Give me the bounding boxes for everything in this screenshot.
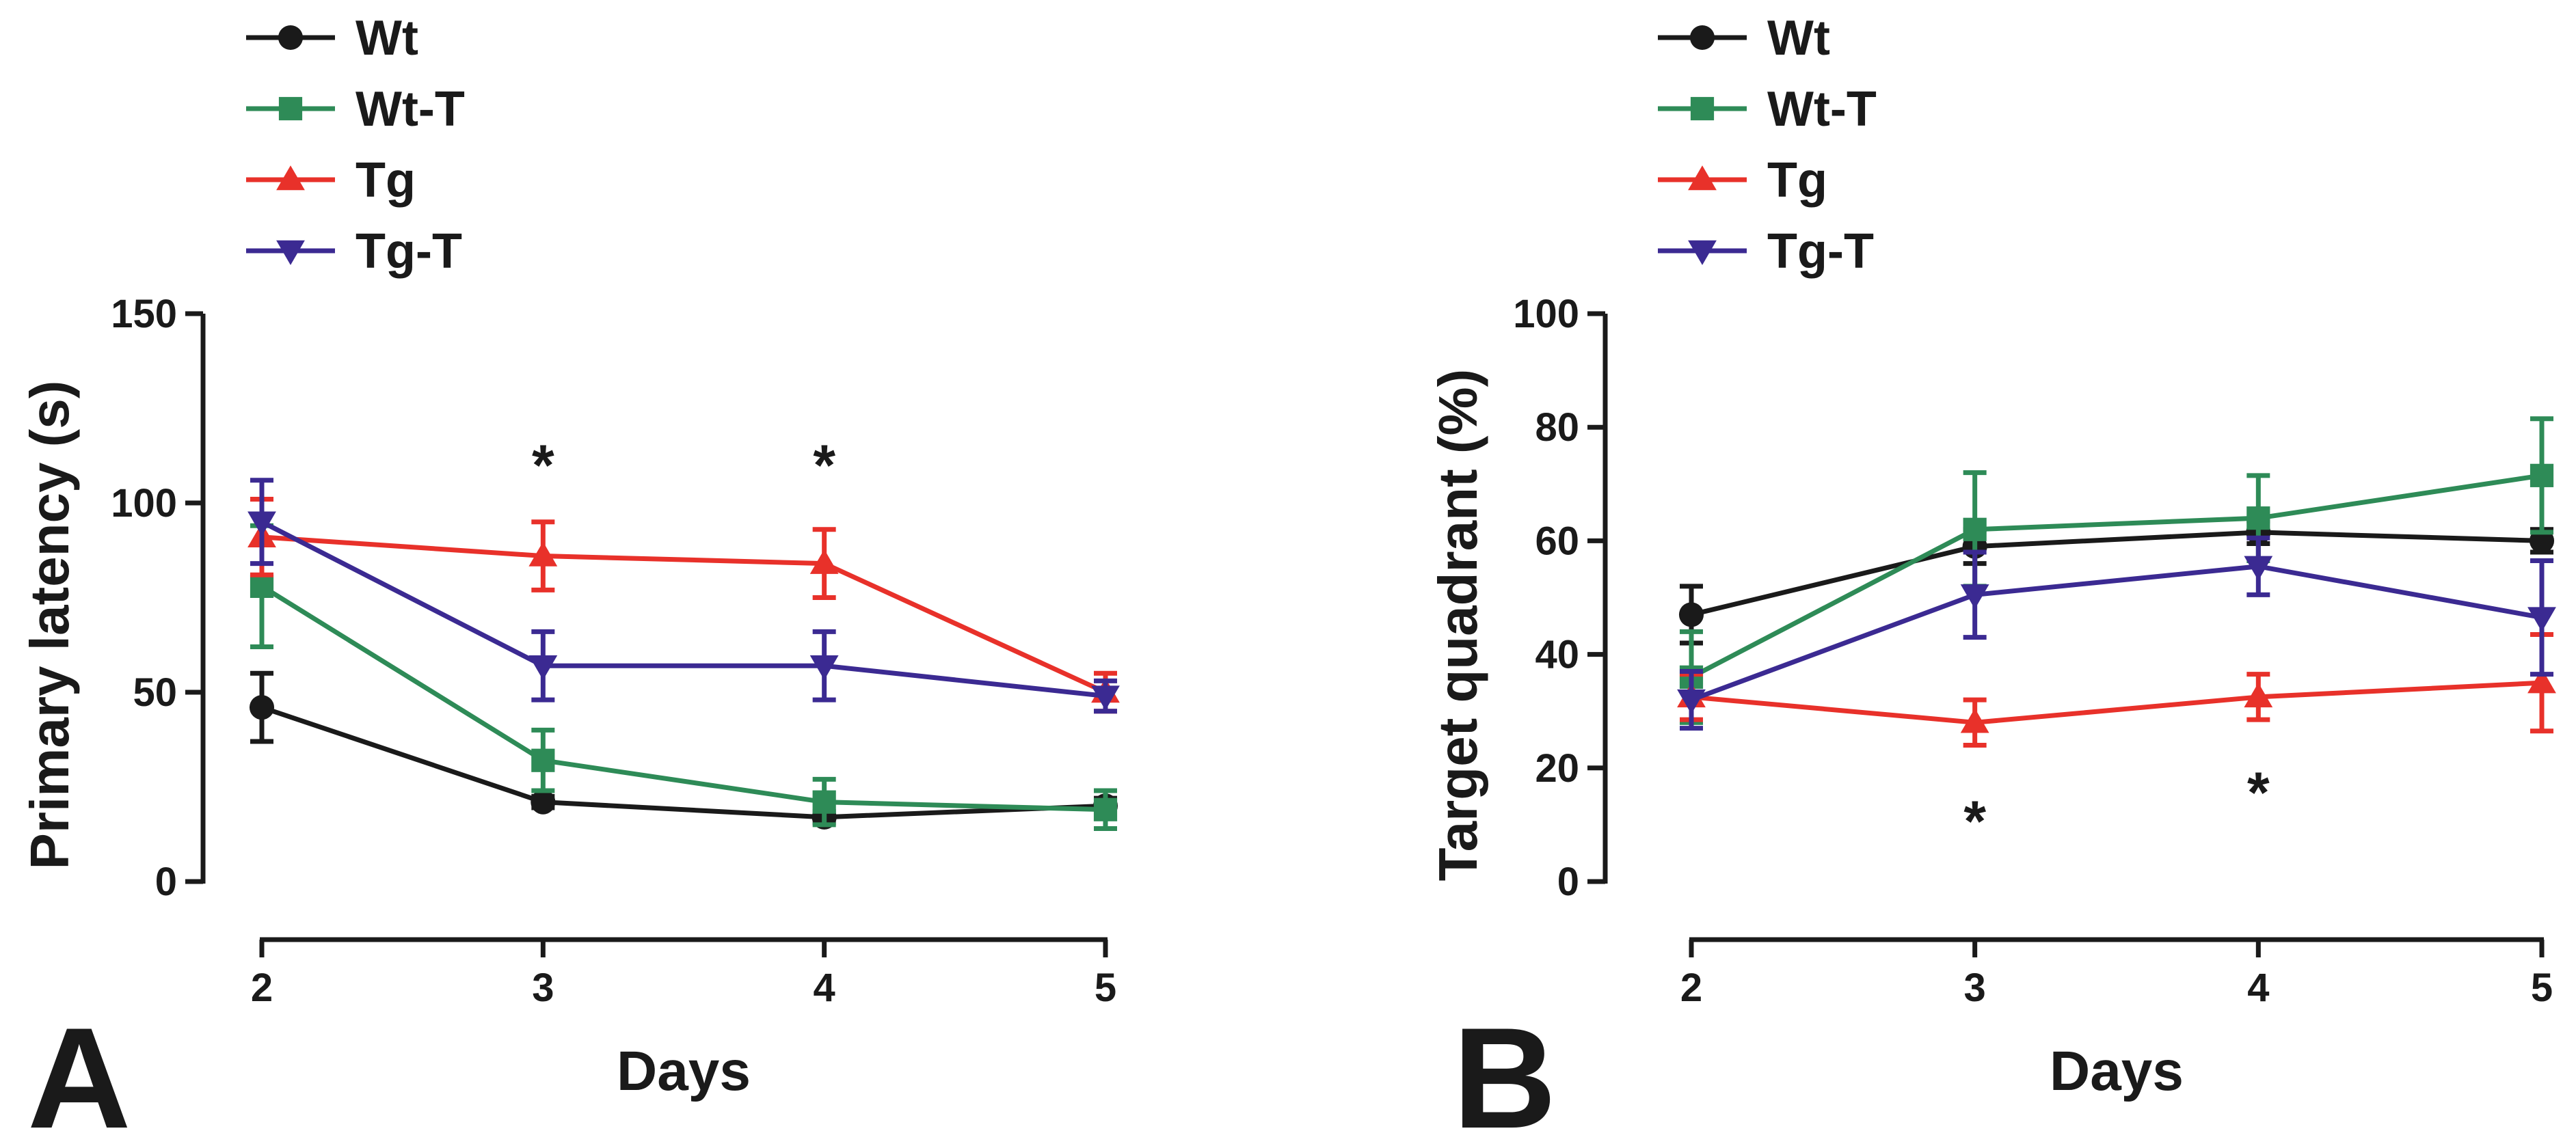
legend-b: Wt Wt-T Tg Tg-T: [1658, 11, 1877, 279]
x-tick-label-b-2: 2: [1680, 966, 1702, 1010]
x-tick-label-a-2: 2: [251, 966, 273, 1010]
x-tick-label-b-4: 4: [2247, 966, 2269, 1010]
data-point-b-tg-day-3: [1960, 708, 1989, 733]
x-tick-label-a-5: 5: [1095, 966, 1116, 1010]
significance-marker-b-1: *: [1963, 789, 1986, 853]
legend-b-item-wt-t: Wt-T: [1658, 82, 1877, 137]
data-point-b-tg-t-day-5: [2527, 607, 2556, 632]
axes-b: 0 20 40 60 80 100 2 3 4 5: [1513, 292, 2553, 1010]
legend-marker-a-tg: [276, 165, 305, 191]
data-point-b-wt-t-day-3: [1963, 517, 1987, 541]
data-point-a-wt-t-day-4: [812, 790, 836, 814]
y-tick-label-a-0: 0: [155, 860, 177, 904]
legend-a-label-wt: Wt: [355, 11, 418, 66]
y-tick-label-b-40: 40: [1535, 633, 1579, 677]
legend-marker-a-wt-t: [278, 96, 303, 121]
legend-a-label-tg: Tg: [355, 153, 416, 208]
x-axis-label-a: Days: [617, 1040, 751, 1102]
y-axis-label-a: Primary latency (s): [19, 381, 80, 870]
legend-marker-a-wt: [278, 25, 304, 51]
x-tick-label-b-3: 3: [1964, 966, 1986, 1010]
legend-b-label-wt: Wt: [1767, 11, 1830, 66]
y-tick-label-a-150: 150: [111, 292, 177, 336]
x-tick-label-a-4: 4: [814, 966, 835, 1010]
series-line-a-wt: [260, 705, 1106, 820]
legend-b-label-tg: Tg: [1767, 153, 1827, 208]
legend-marker-b-wt-t: [1690, 96, 1715, 121]
series-a: [247, 478, 1120, 831]
legend-a-item-wt-t: Wt-T: [246, 82, 465, 137]
data-point-a-wt-t-day-5: [1093, 797, 1118, 821]
x-tick-label-b-5: 5: [2531, 966, 2553, 1010]
significance-marker-a-1: *: [532, 433, 554, 497]
series-line-a-tg-t: [260, 519, 1106, 699]
y-tick-label-b-0: 0: [1557, 860, 1579, 904]
data-point-b-wt-day-2: [1678, 602, 1704, 627]
series-line-b-wt-t: [1690, 473, 2543, 679]
legend-a-label-tg-t: Tg-T: [355, 224, 462, 279]
data-point-b-tg-day-4: [2244, 683, 2273, 708]
data-point-a-wt-t-day-3: [531, 748, 555, 772]
legend-b-item-tg: Tg: [1658, 153, 1827, 208]
y-tick-label-b-60: 60: [1535, 519, 1579, 563]
legend-b-label-tg-t: Tg-T: [1767, 224, 1874, 279]
data-point-b-tg-t-day-3: [1960, 584, 1989, 610]
data-point-a-tg-day-4: [809, 549, 839, 574]
legend-a-item-wt: Wt: [246, 11, 418, 66]
annotations-b: * *: [1963, 761, 2270, 854]
series-line-a-wt-t: [260, 584, 1106, 813]
series-b: [1677, 416, 2556, 748]
data-point-a-tg-t-day-3: [528, 655, 558, 681]
legend-b-label-wt-t: Wt-T: [1767, 82, 1877, 137]
legend-marker-a-tg-t: [276, 240, 305, 265]
x-axis-label-b: Days: [2050, 1040, 2184, 1102]
legend-a: Wt Wt-T Tg Tg-T: [246, 11, 465, 279]
annotations-a: * *: [532, 433, 835, 497]
data-point-a-tg-t-day-4: [809, 655, 839, 681]
legend-b-item-tg-t: Tg-T: [1658, 224, 1874, 279]
y-axis-label-b: Target quadrant (%): [1427, 369, 1488, 882]
panel-letter-b: B: [1453, 998, 1557, 1146]
x-tick-label-a-3: 3: [532, 966, 554, 1010]
data-point-a-wt-day-2: [249, 695, 275, 720]
y-tick-label-a-100: 100: [111, 481, 177, 526]
y-tick-label-b-100: 100: [1513, 292, 1579, 336]
data-point-a-wt-t-day-2: [250, 574, 274, 598]
legend-marker-b-tg: [1688, 165, 1717, 191]
panel-letter-a: A: [27, 998, 131, 1146]
legend-marker-b-tg-t: [1688, 240, 1717, 265]
series-line-b-tg-t: [1690, 564, 2543, 702]
y-tick-label-a-50: 50: [133, 670, 177, 715]
y-tick-label-b-80: 80: [1535, 405, 1579, 450]
data-point-a-wt-day-3: [531, 789, 556, 815]
series-line-a-tg: [261, 534, 1107, 695]
data-point-b-tg-t-day-2: [1677, 689, 1706, 714]
significance-marker-b-2: *: [2247, 761, 2270, 825]
data-point-b-tg-t-day-4: [2244, 556, 2273, 581]
axes-a: 0 50 100 150 2 3 4 5: [111, 292, 1116, 1010]
legend-a-label-wt-t: Wt-T: [355, 82, 465, 137]
legend-a-item-tg: Tg: [246, 153, 416, 208]
data-point-a-tg-t-day-2: [247, 511, 276, 536]
data-point-b-wt-t-day-5: [2530, 463, 2554, 487]
data-point-b-wt-t-day-4: [2246, 506, 2270, 530]
legend-a-item-tg-t: Tg-T: [246, 224, 462, 279]
series-line-b-wt: [1691, 530, 2543, 617]
legend-b-item-wt: Wt: [1658, 11, 1830, 66]
y-tick-label-b-20: 20: [1535, 746, 1579, 791]
data-point-a-tg-day-3: [528, 541, 558, 567]
legend-marker-b-wt: [1689, 25, 1715, 51]
significance-marker-a-2: *: [813, 433, 835, 497]
data-point-a-tg-t-day-5: [1091, 685, 1120, 711]
series-line-b-tg: [1691, 680, 2543, 725]
data-point-b-tg-day-5: [2527, 668, 2556, 694]
